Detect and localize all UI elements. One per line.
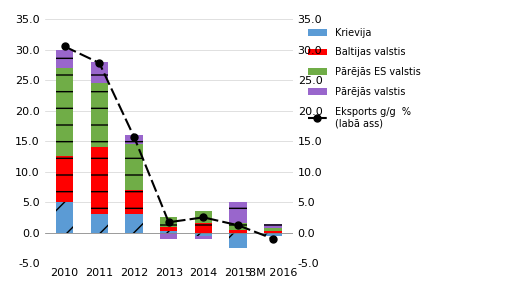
Bar bbox=[160, 226, 177, 231]
Bar bbox=[91, 147, 108, 214]
Bar bbox=[160, 217, 177, 226]
Bar bbox=[230, 230, 247, 233]
Bar bbox=[91, 214, 108, 233]
Bar bbox=[195, 224, 212, 233]
Bar bbox=[195, 211, 212, 224]
Bar bbox=[230, 233, 247, 248]
Bar bbox=[125, 190, 143, 214]
Bar bbox=[195, 236, 212, 239]
Bar bbox=[56, 156, 73, 202]
Bar bbox=[195, 233, 212, 236]
Legend: Krievija, Baltijas valstis, Pārējās ES valstis, Pārējās valstis, Eksports g/g  %: Krievija, Baltijas valstis, Pārējās ES v… bbox=[304, 24, 425, 132]
Bar bbox=[160, 231, 177, 233]
Bar bbox=[125, 214, 143, 233]
Bar bbox=[264, 224, 281, 228]
Bar bbox=[125, 135, 143, 144]
Bar bbox=[56, 68, 73, 156]
Bar bbox=[160, 233, 177, 239]
Bar bbox=[264, 231, 281, 233]
Bar bbox=[56, 50, 73, 68]
Bar bbox=[230, 224, 247, 230]
Bar bbox=[56, 202, 73, 233]
Bar bbox=[91, 83, 108, 147]
Bar bbox=[125, 144, 143, 190]
Bar bbox=[264, 228, 281, 231]
Bar bbox=[230, 202, 247, 224]
Bar bbox=[264, 233, 281, 236]
Bar bbox=[91, 62, 108, 83]
